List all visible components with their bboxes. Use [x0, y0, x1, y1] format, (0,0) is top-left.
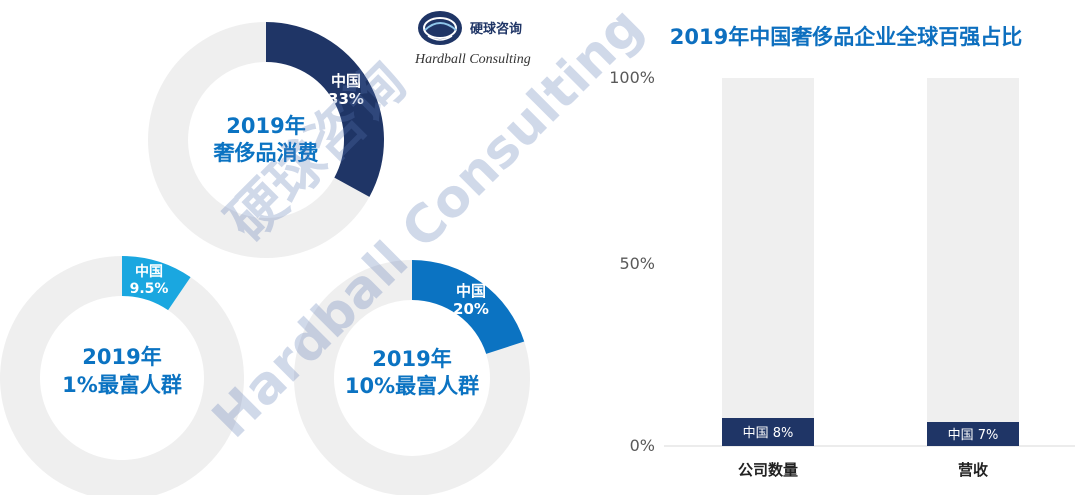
donut-top1-rest-slice: [0, 256, 244, 495]
donut-top10: 中国 20% 2019年 10%最富人群: [294, 260, 530, 495]
bar-companies-china: [722, 418, 814, 446]
y-tick-100: 100%: [609, 68, 655, 87]
donut-top1-center-line2: 1%最富人群: [62, 373, 182, 397]
donut-luxury-consumption: 中国 33% 2019年 奢侈品消费: [147, 22, 384, 258]
donut-luxury-center-line1: 2019年: [226, 114, 305, 138]
donut-luxury-rest-slice: [147, 22, 370, 258]
x-tick-revenue: 营收: [958, 461, 988, 479]
stacked-bar-chart: 2019年中国奢侈品企业全球百强占比 100% 50% 0% 中国 8% 公司数…: [609, 25, 1075, 479]
donut-top1-slice-value: 9.5%: [130, 281, 169, 297]
donut-top10-center-line2: 10%最富人群: [345, 374, 479, 398]
donut-top10-rest-slice: [294, 260, 530, 495]
bar-revenue-china-label: 中国 7%: [948, 428, 999, 443]
donut-top1-slice-label: 中国: [135, 263, 163, 280]
x-tick-companies: 公司数量: [738, 461, 798, 479]
y-tick-0: 0%: [630, 436, 655, 455]
donut-top10-china-slice: [412, 260, 525, 354]
donut-top1-china-slice: [122, 256, 191, 311]
globe-icon: [418, 11, 462, 45]
bar-companies-china-label: 中国 8%: [743, 426, 794, 441]
donut-top1: 中国 9.5% 2019年 1%最富人群: [0, 256, 244, 495]
bar-companies-other: [722, 78, 814, 446]
y-tick-50: 50%: [619, 254, 655, 273]
bar-revenue-china: [927, 422, 1019, 446]
logo: 硬球咨询 Hardball Consulting: [414, 11, 531, 67]
donut-top10-slice-label: 中国: [456, 282, 486, 300]
logo-en-name: Hardball Consulting: [414, 52, 531, 67]
donut-luxury-slice-label: 中国: [331, 72, 361, 90]
donut-luxury-slice-value: 33%: [328, 90, 364, 108]
donut-luxury-center-line2: 奢侈品消费: [213, 141, 319, 165]
donut-top10-center-line1: 2019年: [372, 347, 451, 371]
bar-chart-title: 2019年中国奢侈品企业全球百强占比: [670, 25, 1022, 49]
bar-revenue-other: [927, 78, 1019, 446]
donut-top10-slice-value: 20%: [453, 300, 489, 318]
donut-luxury-china-slice: [266, 22, 384, 197]
donut-top1-center-line1: 2019年: [82, 345, 161, 369]
logo-cn-name: 硬球咨询: [470, 21, 522, 37]
